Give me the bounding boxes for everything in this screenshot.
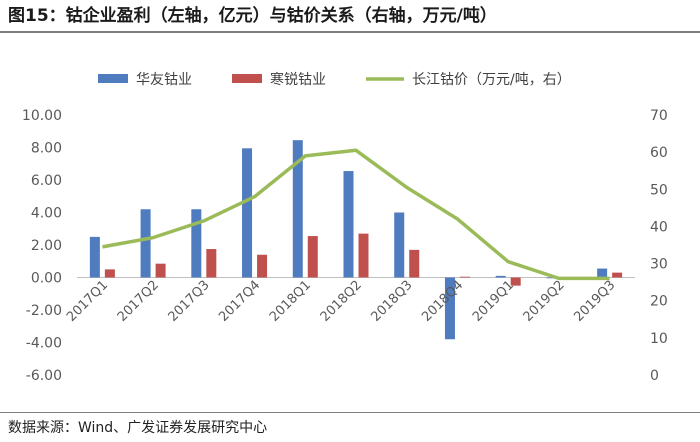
chart-legend: 华友钴业 寒锐钴业 长江钴价（万元/吨，右） bbox=[98, 71, 571, 88]
x-axis-labels: 2017Q1 2017Q2 2017Q3 2017Q4 2018Q1 2018Q2 2018… bbox=[64, 278, 618, 325]
y-left-tick-label: 10.00 bbox=[22, 108, 62, 124]
legend-huayou: 华友钴业 bbox=[98, 72, 192, 88]
title-divider bbox=[0, 31, 700, 33]
y-left-tick-label: 0.00 bbox=[31, 271, 62, 287]
y-right-tick-label: 20 bbox=[650, 294, 668, 310]
y-left-tick-label: 6.00 bbox=[31, 173, 62, 189]
bar-hanrui bbox=[409, 249, 420, 278]
bar-hanrui bbox=[612, 272, 623, 278]
bar-hanrui bbox=[510, 277, 521, 286]
bar-huayou bbox=[394, 212, 405, 278]
x-tick-label: 2018Q4 bbox=[419, 278, 466, 325]
legend-label: 华友钴业 bbox=[136, 72, 192, 88]
bar-huayou bbox=[343, 171, 354, 278]
x-tick-label: 2018Q2 bbox=[318, 278, 365, 325]
y-left-tick-label: -6.00 bbox=[26, 368, 62, 384]
bar-huayou bbox=[89, 236, 100, 278]
bar-huayou bbox=[242, 148, 253, 278]
bar-hanrui bbox=[459, 276, 470, 278]
y-left-tick-label: -2.00 bbox=[26, 303, 62, 319]
bar-hanrui bbox=[206, 249, 217, 278]
source-note: 数据来源：Wind、广发证券发展研究中心 bbox=[8, 420, 268, 436]
bar-hanrui bbox=[155, 263, 166, 278]
y-right-tick-label: 30 bbox=[650, 257, 668, 273]
bar-huayou bbox=[546, 277, 557, 279]
y-left-tick-label: 4.00 bbox=[31, 206, 62, 222]
y-right-tick-label: 10 bbox=[650, 331, 668, 347]
source-divider bbox=[0, 412, 700, 413]
bar-huayou bbox=[292, 140, 303, 278]
cobalt-price-line bbox=[102, 148, 610, 281]
bar-hanrui bbox=[104, 269, 115, 278]
y-left-tick-label: 2.00 bbox=[31, 238, 62, 254]
x-tick-label: 2018Q3 bbox=[368, 278, 415, 325]
legend-swatch bbox=[98, 74, 128, 83]
legend-swatch bbox=[232, 74, 262, 83]
x-tick-label: 2017Q3 bbox=[166, 278, 213, 325]
bar-huayou bbox=[444, 277, 455, 340]
bar-hanrui bbox=[307, 236, 318, 278]
legend-cobalt-price: 长江钴价（万元/吨，右） bbox=[366, 72, 571, 88]
bar-huayou bbox=[597, 268, 608, 278]
chart-axes: -6.00 -4.00 -2.00 0.00 2.00 4.00 6.00 8.00 10.00… bbox=[22, 108, 668, 384]
x-tick-label: 2017Q4 bbox=[216, 278, 263, 325]
figure-title: 图15：钴企业盈利（左轴，亿元）与钴价关系（右轴，万元/吨） bbox=[8, 6, 497, 26]
line-series bbox=[102, 148, 610, 281]
bar-hanrui bbox=[358, 233, 369, 278]
x-tick-label: 2019Q3 bbox=[571, 278, 618, 325]
x-tick-label: 2017Q2 bbox=[115, 278, 162, 325]
bar-huayou bbox=[191, 209, 202, 278]
x-tick-label: 2019Q1 bbox=[470, 278, 517, 325]
y-right-tick-label: 0 bbox=[650, 368, 659, 384]
x-tick-label: 2019Q2 bbox=[521, 278, 568, 325]
x-tick-label: 2018Q1 bbox=[267, 278, 314, 325]
x-tick-label: 2017Q1 bbox=[64, 278, 111, 325]
y-right-tick-label: 60 bbox=[650, 145, 668, 161]
legend-label: 长江钴价（万元/吨，右） bbox=[412, 72, 571, 88]
y-left-tick-label: 8.00 bbox=[31, 141, 62, 157]
legend-hanrui: 寒锐钴业 bbox=[232, 71, 326, 88]
combo-chart: 华友钴业 寒锐钴业 长江钴价（万元/吨，右） -6.00 -4.00 -2.00 0.00… bbox=[22, 71, 668, 384]
y-left-tick-label: -4.00 bbox=[26, 336, 62, 352]
bar-huayou bbox=[140, 209, 151, 278]
y-right-tick-label: 70 bbox=[650, 108, 668, 124]
bar-huayou bbox=[495, 275, 506, 278]
y-right-tick-label: 40 bbox=[650, 219, 668, 235]
y-right-tick-label: 50 bbox=[650, 182, 668, 198]
legend-label: 寒锐钴业 bbox=[270, 71, 326, 88]
bar-hanrui bbox=[257, 254, 268, 278]
